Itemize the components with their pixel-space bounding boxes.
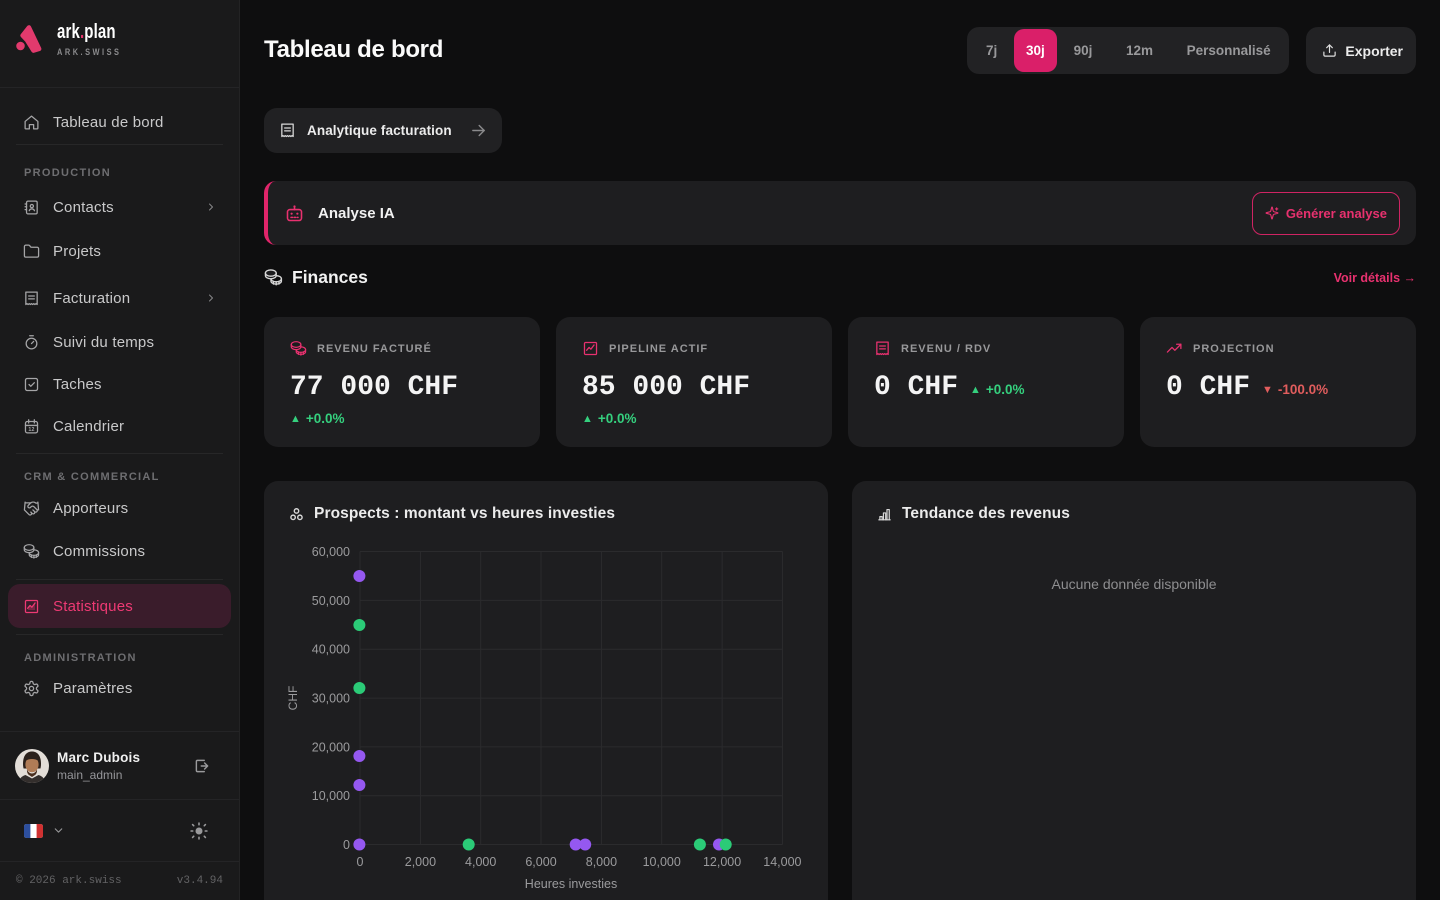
- svg-text:12,000: 12,000: [703, 855, 741, 869]
- svg-text:60,000: 60,000: [312, 545, 350, 559]
- svg-text:4,000: 4,000: [465, 855, 496, 869]
- svg-text:2,000: 2,000: [405, 855, 436, 869]
- svg-text:30,000: 30,000: [312, 692, 350, 706]
- svg-text:Heures investies: Heures investies: [525, 877, 617, 891]
- svg-text:8,000: 8,000: [586, 855, 617, 869]
- svg-text:10,000: 10,000: [312, 789, 350, 803]
- svg-text:14,000: 14,000: [763, 855, 801, 869]
- svg-text:0: 0: [357, 855, 364, 869]
- svg-text:6,000: 6,000: [525, 855, 556, 869]
- svg-text:CHF: CHF: [286, 686, 300, 711]
- svg-text:10,000: 10,000: [643, 855, 681, 869]
- svg-text:0: 0: [343, 838, 350, 852]
- svg-text:20,000: 20,000: [312, 741, 350, 755]
- svg-text:40,000: 40,000: [312, 643, 350, 657]
- svg-text:50,000: 50,000: [312, 594, 350, 608]
- svg-text:12: 12: [28, 427, 34, 433]
